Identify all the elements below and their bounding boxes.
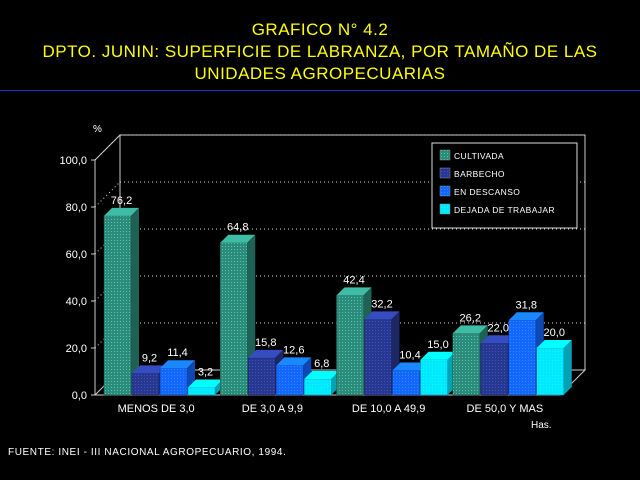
x-tick-label: DE 50,0 Y MAS <box>467 403 544 415</box>
legend-entry: BARBECHO <box>454 169 505 179</box>
y-axis-top-edge <box>94 134 121 161</box>
legend-box <box>431 142 578 229</box>
y-tick-label: 80,0 <box>66 202 87 214</box>
bar-barbecho <box>248 357 276 396</box>
bar-top-face <box>452 325 488 334</box>
y-tick-label: 100,0 <box>59 155 87 167</box>
bar-dejada-de-trabajar <box>304 378 332 396</box>
data-label: 3,2 <box>198 366 213 378</box>
bar-side-face <box>131 207 139 395</box>
bar-top-face <box>336 287 372 296</box>
bar-top-face <box>104 207 139 216</box>
bar-en-descanso <box>276 365 304 396</box>
bar-top-face <box>160 360 195 369</box>
bar-en-descanso <box>392 370 420 396</box>
x-axis-label: Has. <box>531 420 552 431</box>
bar-cultivada <box>452 333 480 396</box>
y-tick-label: 0,0 <box>72 390 87 402</box>
bar-barbecho <box>480 343 508 396</box>
bar-side-face <box>563 340 572 395</box>
x-tick-label: MENOS DE 3,0 <box>118 403 195 415</box>
bar-top-face <box>480 335 516 344</box>
y-tick-label: 20,0 <box>66 343 87 355</box>
data-label: 22,0 <box>488 322 509 334</box>
data-label: 76,2 <box>111 195 132 207</box>
data-label: 10,4 <box>399 350 420 362</box>
bar-top-face <box>132 365 167 374</box>
chart-title-line-2: DPTO. JUNIN: SUPERFICIE DE LABRANZA, POR… <box>42 42 598 61</box>
bar-dejada-de-trabajar <box>187 387 216 396</box>
bar-top-face <box>220 234 256 243</box>
y-tick-label: 60,0 <box>66 249 87 261</box>
data-label: 12,6 <box>283 344 304 356</box>
legend-swatch <box>439 185 451 197</box>
data-label: 15,0 <box>427 339 448 351</box>
bar-dejada-de-trabajar <box>420 359 448 396</box>
bar-top-face <box>276 357 312 366</box>
bar-top-face <box>420 351 456 360</box>
bar-cultivada <box>336 295 364 396</box>
bar-en-descanso <box>159 367 188 396</box>
bar-top-face <box>248 349 284 358</box>
legend-entry: DEJADA DE TRABAJAR <box>454 205 555 215</box>
x-tick-label: DE 10,0 A 49,9 <box>352 403 425 415</box>
x-tick-label: DE 3,0 A 9,9 <box>242 403 303 415</box>
legend-swatch <box>439 149 451 161</box>
bar-top-face <box>364 311 400 320</box>
data-label: 20,0 <box>544 327 565 339</box>
chart-title-line-3: UNIDADES AGROPECUARIAS <box>194 64 446 83</box>
data-label: 9,2 <box>142 352 157 364</box>
bar-cultivada <box>103 215 132 396</box>
bar-en-descanso <box>508 320 536 396</box>
data-label: 31,8 <box>516 299 537 311</box>
source-note: FUENTE: INEI - III NACIONAL AGROPECUARIO… <box>8 447 287 458</box>
bar-top-face <box>508 312 544 321</box>
bar-barbecho <box>131 373 160 396</box>
bar-dejada-de-trabajar <box>536 347 564 396</box>
data-label: 6,8 <box>314 358 329 370</box>
bar-top-face <box>188 379 223 388</box>
title-divider <box>0 90 640 91</box>
data-label: 26,2 <box>460 312 481 324</box>
data-label: 15,8 <box>255 337 276 349</box>
chart-title-line-1: GRAFICO N° 4.2 <box>251 20 389 39</box>
legend-entry: EN DESCANSO <box>454 187 520 197</box>
legend-swatch <box>439 203 451 215</box>
data-label: 64,8 <box>227 222 248 234</box>
bar-top-face <box>536 340 572 348</box>
legend: CULTIVADA BARBECHO EN DESCANSO DEJADA DE TR… <box>431 142 578 229</box>
y-axis-label: % <box>93 124 102 135</box>
bar-cultivada <box>220 242 248 396</box>
y-tick-label: 40,0 <box>66 296 87 308</box>
data-label: 42,4 <box>343 274 364 286</box>
legend-entry: CULTIVADA <box>454 151 504 161</box>
data-label: 11,4 <box>167 347 188 359</box>
bar-barbecho <box>364 319 392 396</box>
bar-top-face <box>392 362 428 371</box>
data-label: 32,2 <box>371 298 392 310</box>
legend-swatch <box>439 167 451 179</box>
bar-top-face <box>304 371 340 380</box>
